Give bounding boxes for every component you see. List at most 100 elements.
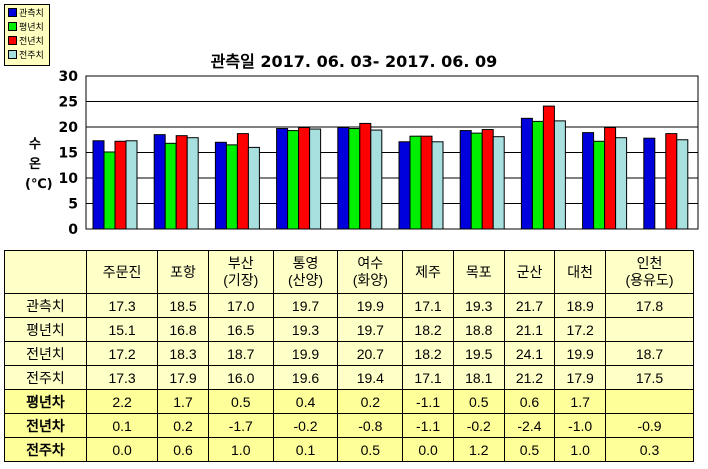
legend-swatch [8,7,17,17]
table-cell: 21.7 [503,293,556,318]
bar-전년치-부산(기장) [236,133,249,230]
table-cell: 19.7 [337,317,404,342]
table-cell: 17.1 [402,293,454,318]
bar-전주치-주문진 [125,140,138,230]
bar-전년치-군산 [542,105,555,230]
legend-swatch [8,35,17,45]
table-cell: 0.5 [337,437,404,462]
table-cell: 18.5 [157,293,209,318]
column-header: 부산 (기장) [207,250,274,294]
bar-전주치-군산 [553,120,566,230]
legend-item: 전주치 [5,47,49,61]
table-cell: 17.8 [605,293,694,318]
y-tick-label: 5 [68,197,78,213]
legend-item: 관측치 [5,5,49,19]
table-cell: 0.1 [85,413,159,438]
table-cell: 0.5 [503,437,556,462]
table-cell: -0.9 [605,413,694,438]
table-cell [605,317,694,342]
bar-전주치-제주 [431,141,444,230]
table-cell: 18.7 [207,341,274,366]
bar-평년치-주문진 [103,151,116,230]
table-cell: -1.1 [402,413,454,438]
table-cell [605,389,694,414]
legend-label: 평년치 [19,22,44,33]
table-cell: -1.7 [207,413,274,438]
table-cell: 0.0 [402,437,454,462]
bar-전주치-부산(기장) [247,146,260,230]
row-header: 평년치 [4,317,87,342]
bar-전주치-포항 [186,137,199,230]
table-row: 전주치 17.3 17.9 16.0 19.6 19.4 17.1 18.1 21.2 17.9 1… [4,365,694,390]
bar-평년치-통영(산양) [287,130,300,230]
data-table: 주문진 포항 부산 (기장) 통영 (산양) 여수 (화양) 제주 목포 군산 대천 인천 (용유도) 관측… [4,250,694,462]
table-cell: 18.8 [452,317,505,342]
bar-평년치-포항 [164,142,177,230]
table-cell: 1.7 [554,389,607,414]
bar-전년치-주문진 [114,140,127,230]
bar-관측치-여수(화양) [337,127,350,230]
table-cell: 17.0 [207,293,274,318]
legend-item: 전년치 [5,33,49,47]
bar-전년치-대천 [604,127,617,230]
table-cell: 0.3 [605,437,694,462]
legend-item: 평년치 [5,19,49,33]
table-cell: 19.9 [337,293,404,318]
table-cell: 0.1 [272,437,339,462]
row-header: 전년치 [4,341,87,366]
table-cell: 18.9 [554,293,607,318]
table-cell: 17.1 [402,365,454,390]
table-cell: -2.4 [503,413,556,438]
table-cell: 19.6 [272,365,339,390]
table-cell: 21.1 [503,317,556,342]
table-cell: 17.2 [85,341,159,366]
table-cell: 0.2 [337,389,404,414]
table-cell: 19.3 [272,317,339,342]
table-cell: 24.1 [503,341,556,366]
table-header-row: 주문진 포항 부산 (기장) 통영 (산양) 여수 (화양) 제주 목포 군산 대천 인천 (용유도) [4,250,694,294]
row-header: 전주치 [4,365,87,390]
table-cell: 17.2 [554,317,607,342]
table-cell: 1.2 [452,437,505,462]
table-cell: 1.7 [157,389,209,414]
row-header: 관측치 [4,293,87,318]
legend-label: 전주치 [19,50,44,61]
table-cell: 0.4 [272,389,339,414]
legend-swatch [8,49,17,59]
row-header: 평년차 [4,389,87,414]
column-header: 통영 (산양) [272,250,339,294]
column-header: 인천 (용유도) [605,250,694,294]
table-cell: 21.2 [503,365,556,390]
bar-전년치-인천(용유도) [665,133,678,230]
bar-전년치-제주 [420,135,433,230]
table-cell: 2.2 [85,389,159,414]
legend-label: 관측치 [19,8,44,19]
table-cell: 0.2 [157,413,209,438]
table-cell: 19.4 [337,365,404,390]
bar-평년치-여수(화양) [348,128,361,230]
table-cell: 16.5 [207,317,274,342]
table-cell: 18.7 [605,341,694,366]
bar-평년치-제주 [409,135,422,230]
bar-평년치-목포 [470,132,483,230]
column-header: 주문진 [85,250,159,294]
bar-전주치-목포 [492,136,505,230]
table-cell: 17.3 [85,365,159,390]
table-cell: 15.1 [85,317,159,342]
row-header: 전주차 [4,437,87,462]
bar-평년치-군산 [531,120,544,230]
table-cell: 0.5 [452,389,505,414]
table-cell: 20.7 [337,341,404,366]
table-cell: 19.9 [272,341,339,366]
table-row: 평년차 2.2 1.7 0.5 0.4 0.2 -1.1 0.5 0.6 1.7 [4,389,694,414]
bar-관측치-통영(산양) [276,128,289,230]
chart-title: 관측일 2017. 06. 03- 2017. 06. 09 [210,52,498,71]
table-cell: -0.2 [272,413,339,438]
table-row: 전주차 0.0 0.6 1.0 0.1 0.5 0.0 1.2 0.5 1.0 0.3 [4,437,694,462]
table-cell: 17.3 [85,293,159,318]
bar-전주치-통영(산양) [309,128,322,230]
bar-전년치-포항 [175,135,188,230]
table-cell: 0.0 [85,437,159,462]
y-tick-label: 25 [59,95,78,111]
